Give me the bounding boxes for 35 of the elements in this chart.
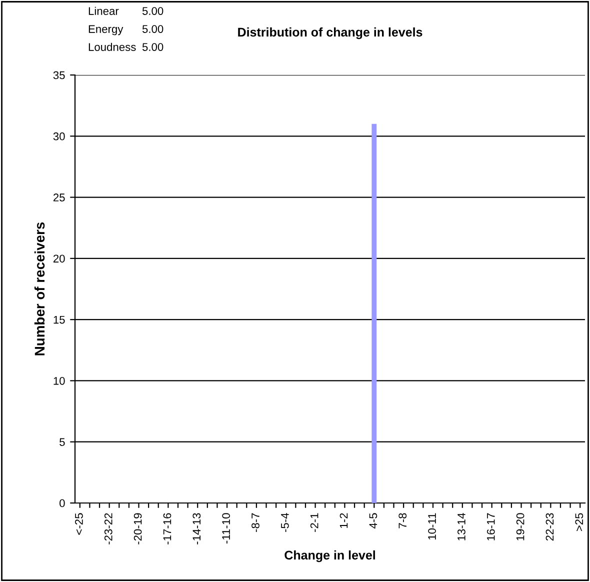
x-tick-label: -23-22 — [104, 513, 112, 544]
text: Loudness — [88, 42, 136, 51]
y-tick-label: 15 — [54, 316, 65, 324]
y-tick-label: 10 — [54, 376, 65, 385]
y-tick-label: 0 — [60, 499, 65, 508]
x-tick-label: 1-2 — [340, 513, 348, 528]
text: Energy — [88, 25, 124, 36]
y-tick-label: 35 — [53, 71, 65, 80]
x-tick-label: 22-23 — [546, 513, 554, 541]
x-tick-label: -2-1 — [310, 513, 318, 532]
x-tick-label: <-25 — [75, 513, 83, 535]
x-tick-label: -20-19 — [134, 513, 142, 544]
x-tick-label: 10-11 — [428, 513, 436, 540]
y-tick-label: 20 — [53, 254, 65, 263]
text: 5.00 — [142, 43, 164, 51]
x-tick-label: 13-14 — [458, 513, 466, 540]
text: 5.00 — [142, 7, 164, 15]
text: Linear — [88, 6, 119, 15]
y-tick-label: 5 — [60, 438, 65, 446]
y-axis-title: Number of receivers — [34, 222, 45, 356]
x-tick-label: -5-4 — [281, 513, 289, 532]
x-tick-label: 16-17 — [486, 513, 495, 540]
text: 5.00 — [142, 25, 164, 33]
x-tick-label: -14-13 — [192, 513, 201, 544]
chart-title: Distribution of change in levels — [238, 27, 422, 40]
y-tick-label: 30 — [53, 132, 65, 140]
y-tick-label: 25 — [53, 194, 65, 202]
x-tick-label: -8-7 — [252, 513, 260, 532]
x-tick-label: >25 — [575, 513, 584, 532]
x-tick-label: -11-10 — [222, 513, 230, 544]
x-axis-title: Change in level — [284, 550, 375, 562]
x-tick-label: 19-20 — [516, 513, 524, 540]
x-tick-label: 7-8 — [398, 513, 407, 528]
x-tick-label: -17-16 — [163, 513, 172, 544]
x-tick-label: 4-5 — [369, 513, 378, 529]
